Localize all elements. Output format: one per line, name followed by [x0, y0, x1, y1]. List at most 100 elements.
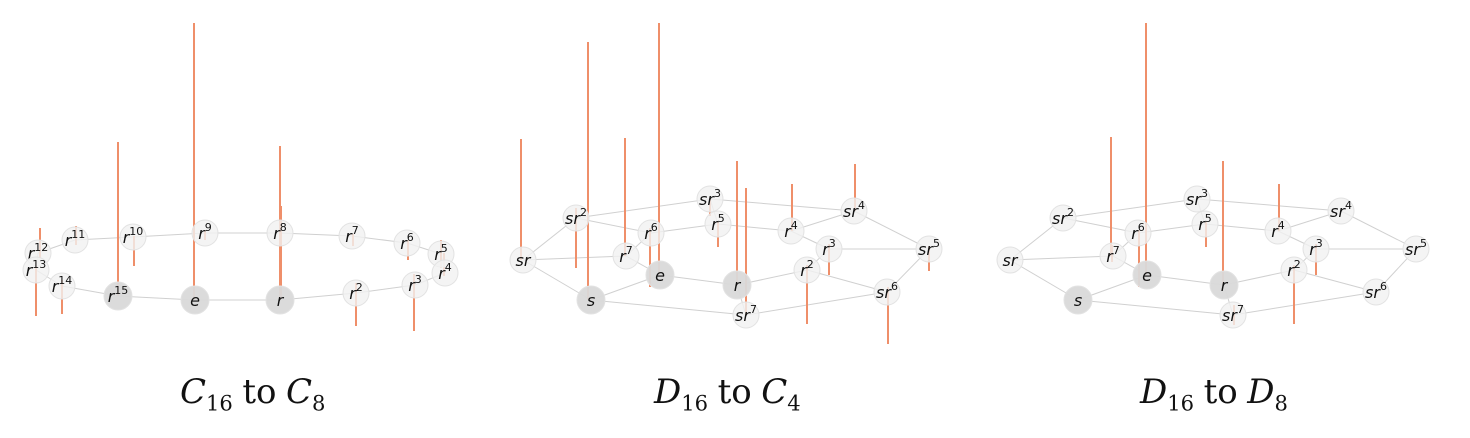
- node-circle: [637, 219, 665, 247]
- node-circle: [1099, 242, 1127, 270]
- node-label: e: [655, 266, 665, 285]
- node-label: sr2: [565, 206, 587, 228]
- node-circle: [996, 246, 1024, 274]
- graph-edge: [745, 291, 888, 316]
- node-label: sr7: [1222, 303, 1244, 325]
- node-label: r2: [349, 281, 363, 303]
- graph-node: sr: [996, 246, 1024, 274]
- caption-panel-3: D16 to D8: [1140, 372, 1288, 416]
- graph-node: s: [576, 285, 606, 315]
- node-circle: [645, 260, 675, 290]
- node-label: sr3: [699, 187, 721, 209]
- node-label: sr: [1003, 251, 1019, 270]
- node-label: r3: [822, 237, 836, 259]
- node-label: r7: [1106, 244, 1120, 266]
- node-label: s: [1074, 291, 1082, 310]
- node-circle: [1209, 270, 1239, 300]
- caption-panel-2: D16 to C4: [654, 372, 801, 416]
- graph-node: r: [265, 285, 295, 315]
- graph-node: r6: [1124, 219, 1152, 247]
- graph-edge: [1062, 198, 1198, 219]
- node-label: r3: [1309, 237, 1323, 259]
- node-circle: [612, 242, 640, 270]
- node-label: r8: [273, 221, 287, 243]
- graph-node: sr4: [840, 197, 868, 225]
- node-label: e: [1142, 266, 1152, 285]
- node-circle: [1132, 260, 1162, 290]
- node-circle: [1302, 235, 1330, 263]
- node-circle: [873, 278, 901, 306]
- node-circle: [431, 259, 459, 287]
- graph-node: sr4: [1327, 197, 1355, 225]
- graph-edge: [522, 255, 627, 261]
- node-label: r3: [408, 273, 422, 295]
- node-circle: [915, 235, 943, 263]
- node-label: r14: [52, 274, 73, 296]
- node-label: r: [1221, 276, 1229, 295]
- graph-node: sr7: [1219, 301, 1247, 329]
- node-label: sr6: [876, 280, 898, 302]
- node-circle: [22, 256, 50, 284]
- graph-node: sr2: [562, 204, 590, 232]
- graph-node: sr5: [915, 235, 943, 263]
- node-label: sr4: [843, 199, 865, 221]
- graph-node: r10: [119, 223, 147, 251]
- graph-node: r5: [704, 210, 732, 238]
- graph-edge: [1340, 210, 1417, 250]
- node-circle: [704, 210, 732, 238]
- node-label: r2: [800, 258, 814, 280]
- node-circle: [815, 235, 843, 263]
- node-circle: [732, 301, 760, 329]
- node-label: sr5: [1405, 237, 1427, 259]
- node-label: sr6: [1365, 280, 1387, 302]
- graph-node: sr3: [696, 185, 724, 213]
- node-label: r: [277, 291, 285, 310]
- node-label: r10: [123, 225, 144, 247]
- graph-node: sr2: [1049, 204, 1077, 232]
- node-circle: [1280, 256, 1308, 284]
- node-label: r11: [65, 228, 86, 250]
- node-circle: [1124, 219, 1152, 247]
- node-circle: [103, 281, 133, 311]
- graph-node: r4: [431, 259, 459, 287]
- graph-node: sr3: [1183, 185, 1211, 213]
- node-circle: [61, 226, 89, 254]
- graph-edge: [853, 210, 930, 250]
- node-circle: [1063, 285, 1093, 315]
- node-label: e: [190, 291, 200, 310]
- node-circle: [1402, 235, 1430, 263]
- node-circle: [119, 223, 147, 251]
- graph-edge: [1293, 269, 1377, 293]
- graph-edge: [1232, 291, 1377, 316]
- node-circle: [265, 285, 295, 315]
- node-circle: [722, 270, 752, 300]
- node-circle: [401, 271, 429, 299]
- graph-node: r7: [1099, 242, 1127, 270]
- node-label: sr7: [735, 303, 757, 325]
- node-circle: [1327, 197, 1355, 225]
- node-circle: [1183, 185, 1211, 213]
- node-label: r6: [400, 231, 414, 253]
- graph-node: r4: [777, 217, 805, 245]
- node-circle: [1191, 210, 1219, 238]
- node-label: r13: [26, 258, 47, 280]
- graph-node: s: [1063, 285, 1093, 315]
- graph-node: e: [645, 260, 675, 290]
- node-label: r2: [1287, 258, 1301, 280]
- node-circle: [180, 285, 210, 315]
- node-label: sr3: [1186, 187, 1208, 209]
- graph-node: r: [722, 270, 752, 300]
- signal-stems: [35, 23, 1317, 344]
- graph-node: r4: [1264, 217, 1292, 245]
- node-circle: [562, 204, 590, 232]
- graph-node: r5: [1191, 210, 1219, 238]
- node-label: r5: [1198, 212, 1212, 234]
- graph-node: r8: [266, 219, 294, 247]
- graph-edge: [806, 269, 888, 293]
- graph-edge: [575, 198, 711, 219]
- graph-node: sr7: [732, 301, 760, 329]
- node-label: sr2: [1052, 206, 1074, 228]
- graph-node: sr6: [1362, 278, 1390, 306]
- graph-node: r2: [793, 256, 821, 284]
